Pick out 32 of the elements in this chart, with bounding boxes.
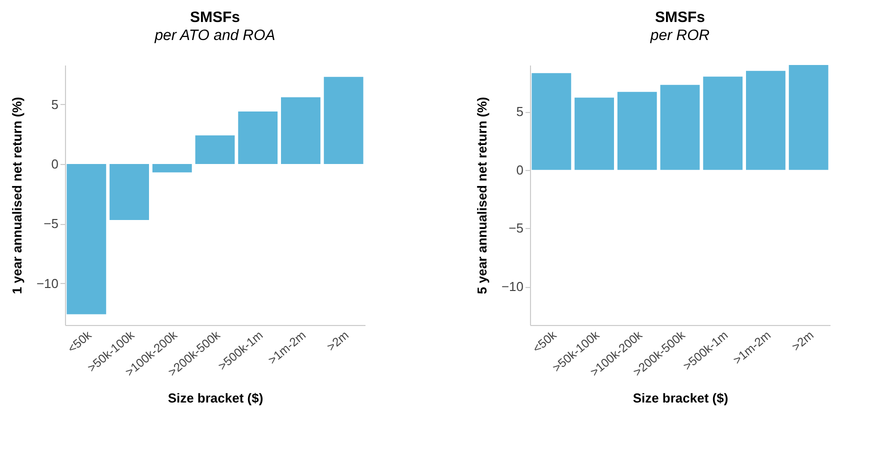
bar <box>788 65 828 170</box>
y-tick-label: −10 <box>36 276 58 291</box>
y-tick-label: 0 <box>51 156 58 172</box>
bar <box>574 98 614 170</box>
y-tick-label: −5 <box>44 216 58 232</box>
y-tick-label: 5 <box>51 96 58 112</box>
y-tick-label: −10 <box>501 279 524 294</box>
x-axis-title: Size bracket ($) <box>632 390 728 406</box>
chart-subtitle: per ROR <box>649 27 710 44</box>
bar <box>110 164 149 220</box>
bar <box>703 76 743 170</box>
x-tick-label: >2m <box>324 328 352 354</box>
bar <box>66 164 106 314</box>
chart-subtitle: per ATO and ROA <box>154 27 276 44</box>
bar <box>660 84 700 170</box>
chart-title: SMSFs <box>190 9 240 26</box>
x-axis-title: Size bracket ($) <box>168 390 264 406</box>
x-tick-label: >2m <box>789 328 816 354</box>
y-tick-label: 5 <box>516 104 524 120</box>
y-axis-title: 5 year annualised net return (%) <box>474 96 490 294</box>
bar <box>532 73 572 170</box>
chart-title: SMSFs <box>654 9 706 26</box>
bar <box>152 164 192 172</box>
bar <box>195 135 235 164</box>
y-tick-label: 0 <box>516 162 524 178</box>
y-axis-title: 1 year annualised net return (%) <box>9 96 24 294</box>
bar <box>746 70 786 170</box>
bar <box>324 76 364 164</box>
bar <box>281 97 320 164</box>
y-tick-label: −5 <box>508 220 524 236</box>
bar <box>617 92 657 170</box>
bar <box>238 112 278 164</box>
